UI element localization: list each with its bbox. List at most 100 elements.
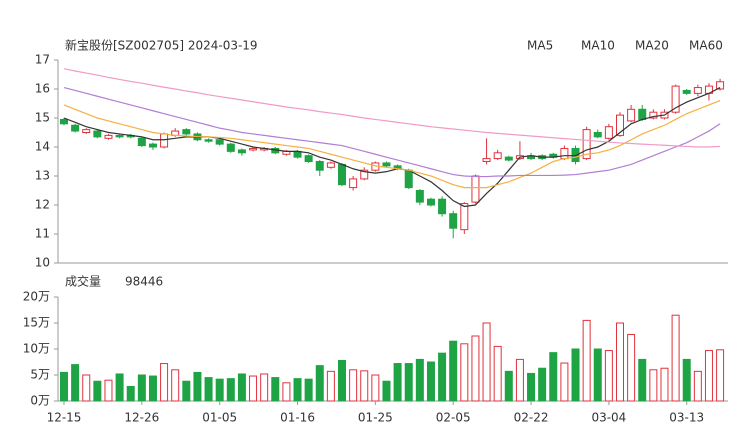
candle-body: [115, 134, 124, 138]
candle-body: [571, 147, 580, 162]
candle-body: [349, 178, 358, 189]
legend-label: MA5: [527, 39, 553, 53]
x-tick-label: 03-04: [591, 411, 626, 425]
candle-body: [593, 132, 602, 138]
candle-body: [315, 161, 324, 171]
y-tick-label: 17: [35, 53, 50, 67]
volume-bar: [160, 363, 169, 402]
legend-label: MA10: [581, 39, 615, 53]
x-tick-label: 02-05: [436, 411, 471, 425]
candle-body: [137, 137, 146, 147]
volume-bar: [404, 363, 413, 402]
volume-bar: [282, 382, 291, 402]
volume-bar: [71, 364, 80, 402]
volume-bar: [126, 385, 135, 402]
volume-bar: [304, 378, 313, 402]
volume-bar: [538, 367, 547, 402]
volume-bar: [560, 362, 569, 402]
candle-body: [204, 139, 213, 142]
candle-body: [582, 129, 591, 160]
x-tick-label: 01-25: [358, 411, 393, 425]
candle-body: [226, 143, 235, 152]
volume-bar: [271, 377, 280, 402]
volume-bar: [204, 377, 213, 402]
candle-body: [716, 81, 725, 90]
volume-bar: [616, 322, 624, 402]
volume-bar: [315, 365, 324, 402]
volume-bar: [627, 333, 636, 402]
candle-body: [249, 147, 258, 151]
volume-bar: [682, 358, 691, 402]
candle-body: [682, 89, 691, 94]
volume-bar: [360, 370, 369, 402]
candle-body: [504, 156, 513, 161]
volume-bar: [104, 379, 113, 402]
candle-body: [604, 126, 613, 139]
volume-bar: [693, 370, 702, 402]
candle-body: [82, 129, 91, 134]
y-tick-label: 10万: [23, 342, 50, 356]
volume-bar: [660, 367, 669, 402]
volume-bar: [449, 340, 458, 402]
candle-body: [93, 130, 102, 138]
y-tick-label: 20万: [23, 290, 50, 304]
candle-body: [215, 139, 224, 145]
x-tick-label: 12-15: [47, 411, 82, 425]
candle-body: [627, 108, 636, 122]
y-tick-label: 15: [35, 111, 50, 125]
x-tick-label: 01-16: [280, 411, 315, 425]
y-tick-label: 5万: [30, 368, 50, 382]
volume-bar: [349, 369, 358, 402]
volume-bar: [415, 358, 424, 402]
volume-bar: [171, 369, 180, 402]
volume-bar: [326, 370, 335, 402]
y-tick-label: 0万: [30, 394, 50, 408]
candle-body: [60, 118, 68, 125]
volume-bar: [671, 314, 680, 402]
volume-bar: [504, 370, 513, 402]
volume-bar: [604, 350, 613, 402]
candle-body: [493, 152, 502, 160]
volume-bar: [260, 373, 269, 402]
legend-label: MA20: [635, 39, 669, 53]
ma-line: [63, 68, 721, 148]
volume-bar: [549, 352, 558, 402]
volume-bar: [249, 375, 258, 402]
volume-bar: [471, 335, 480, 402]
volume-bar: [182, 380, 191, 402]
volume-bar: [482, 322, 491, 402]
x-tick-label: 03-13: [669, 411, 704, 425]
volume-bar: [193, 371, 202, 402]
volume-bar: [571, 348, 580, 402]
candle-body: [360, 169, 369, 180]
volume-bar: [382, 380, 391, 402]
candle-body: [438, 198, 447, 215]
candle-body: [638, 108, 647, 120]
volume-bar: [582, 319, 591, 402]
candle-body: [649, 111, 658, 119]
volume-bar: [593, 348, 602, 402]
candle-body: [338, 163, 346, 186]
volume-bar: [338, 359, 346, 402]
y-tick-label: 13: [35, 169, 50, 183]
volume-bar: [148, 375, 157, 402]
ma-line: [63, 86, 721, 178]
volume-bar: [515, 358, 524, 402]
candle-body: [426, 198, 435, 206]
y-tick-label: 12: [35, 198, 50, 212]
candle-body: [460, 203, 469, 231]
candle-body: [560, 147, 569, 160]
ma-line: [63, 87, 721, 208]
candle-body: [471, 175, 480, 203]
candle-body: [104, 134, 113, 139]
y-tick-label: 15万: [23, 316, 50, 330]
chart-title: 新宝股份[SZ002705] 2024-03-19: [65, 38, 258, 53]
candle-body: [304, 155, 313, 162]
volume-bar: [215, 378, 224, 402]
volume-bar: [716, 349, 725, 402]
x-tick-label: 12-26: [124, 411, 159, 425]
volume-bar: [704, 350, 713, 402]
candle-body: [415, 190, 424, 203]
volume-title: 成交量: [65, 274, 101, 289]
